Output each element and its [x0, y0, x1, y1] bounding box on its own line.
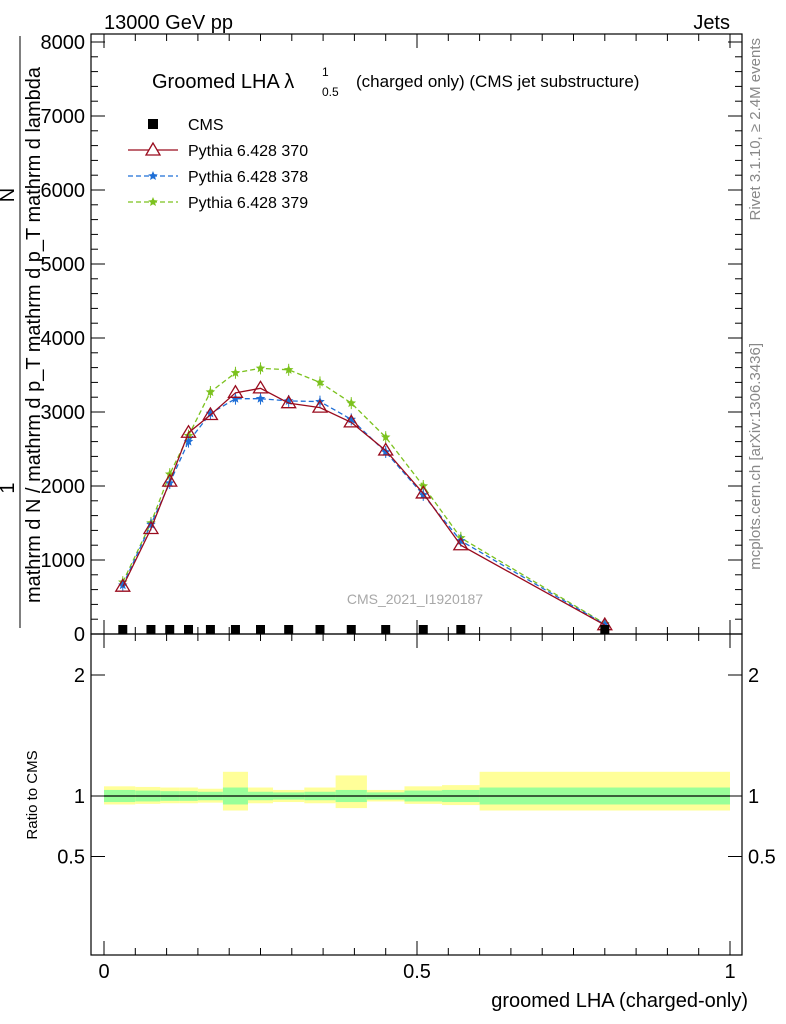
mcplots-label: mcplots.cern.ch [arXiv:1306.3436] — [747, 343, 764, 570]
ylabel-numerator2: N — [0, 188, 19, 202]
series-line — [122, 387, 606, 626]
legend-label: Pythia 6.428 370 — [188, 143, 308, 160]
title-sup: 1 — [322, 65, 329, 79]
cms-point — [165, 625, 175, 634]
p370-point — [311, 399, 329, 413]
main-ytick-label: 5000 — [41, 254, 86, 276]
cms-point — [346, 625, 356, 634]
ratio-axes: 0.5 0.5 1 1 2 2 0 0.5 1 — [57, 633, 776, 983]
ratio-ytick-label-right: 1 — [748, 786, 759, 808]
analysis-watermark: CMS_2021_I1920187 — [347, 591, 483, 607]
p370-point — [415, 485, 432, 499]
cms-point — [118, 625, 128, 634]
p370-point — [343, 414, 360, 428]
cms-point — [205, 625, 215, 634]
ylabel-one: 1 — [0, 482, 19, 493]
ratio-bands — [104, 771, 730, 811]
p370-point — [227, 384, 244, 398]
main-ytick-label: 3000 — [41, 402, 86, 424]
cms-point — [184, 625, 194, 634]
ratio-ylabel: Ratio to CMS — [24, 750, 41, 839]
main-ytick-label: 2000 — [41, 476, 86, 498]
legend-marker-370 — [144, 141, 162, 156]
ylabel-main: mathrm d N / mathrm d p_T mathrm d p_T m… — [23, 66, 45, 603]
plot-title: Groomed LHA λ 1 0.5 (charged only) (CMS … — [152, 65, 639, 99]
cms-point — [146, 625, 156, 634]
ratio-ytick-label: 1 — [74, 786, 85, 808]
cms-point — [230, 625, 240, 634]
ratio-ytick-label-right: 2 — [748, 665, 759, 687]
main-ytick-label: 1000 — [41, 550, 86, 572]
xlabel: groomed LHA (charged-only) — [491, 990, 748, 1012]
xtick-label: 0.5 — [403, 961, 431, 983]
cms-point — [315, 625, 325, 634]
p370-point — [452, 536, 469, 551]
rivet-label: Rivet 3.1.10, ≥ 2.4M events — [747, 38, 764, 221]
p370-point — [252, 380, 269, 394]
ratio-ytick-label: 0.5 — [57, 847, 85, 869]
main-ytick-label: 4000 — [41, 328, 86, 350]
title-sub: 0.5 — [322, 85, 339, 99]
main-axes: 0 1000 2000 3000 4000 5000 6000 7000 8000 — [41, 32, 743, 646]
main-ytick-label: 0 — [74, 624, 85, 646]
header-left: 13000 GeV pp — [104, 12, 233, 34]
title-suffix: (charged only) (CMS jet substructure) — [356, 72, 639, 91]
title-main: Groomed LHA λ — [152, 71, 294, 93]
main-ytick-label: 7000 — [41, 106, 86, 128]
legend-label: Pythia 6.428 379 — [188, 195, 308, 212]
p370-point — [142, 520, 160, 535]
legend-label: CMS — [188, 117, 224, 134]
p370-point — [114, 578, 131, 592]
legend-marker-star — [148, 171, 158, 181]
cms-point — [456, 625, 466, 634]
legend-label: Pythia 6.428 378 — [188, 169, 308, 186]
xtick-label: 1 — [724, 961, 735, 983]
p370-point — [202, 406, 219, 421]
p370-point — [377, 442, 394, 456]
legend-marker-star — [148, 197, 158, 207]
xtick-label: 0 — [98, 961, 109, 983]
header-right: Jets — [693, 12, 730, 34]
series-line — [122, 367, 606, 625]
main-ytick-label: 6000 — [41, 180, 86, 202]
p370-point — [161, 473, 178, 487]
legend-marker-cms — [148, 119, 158, 129]
cms-point — [418, 625, 428, 634]
p370-point — [280, 394, 297, 409]
main-ylabel: mathrm d N / mathrm d p_T mathrm d p_T m… — [0, 36, 45, 628]
main-ytick-label: 8000 — [41, 32, 86, 54]
series-line — [122, 398, 606, 625]
ratio-ytick-label-right: 0.5 — [748, 847, 776, 869]
legend: CMS Pythia 6.428 370 Pythia 6.428 378 Pythi… — [128, 117, 308, 212]
cms-point — [284, 625, 294, 634]
p370-point — [180, 424, 197, 438]
ratio-ytick-label: 2 — [74, 665, 85, 687]
